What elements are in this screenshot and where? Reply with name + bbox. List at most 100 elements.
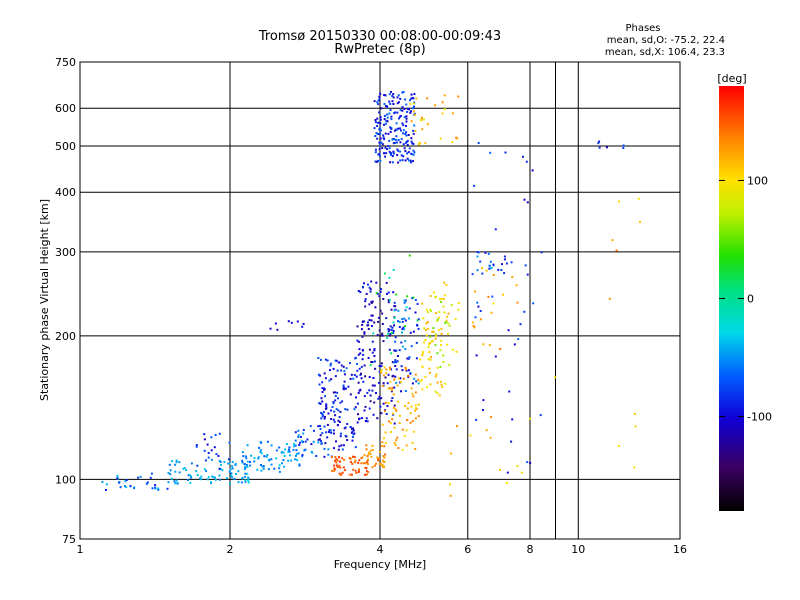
data-point <box>303 449 306 452</box>
data-point <box>363 332 366 335</box>
data-point <box>382 298 385 300</box>
data-point <box>288 448 290 451</box>
data-point <box>400 129 402 132</box>
data-point <box>435 373 438 376</box>
data-point <box>411 107 414 110</box>
data-point <box>283 454 286 457</box>
data-point <box>321 415 324 418</box>
data-point <box>259 451 262 453</box>
data-point <box>391 326 394 329</box>
data-point <box>207 476 210 478</box>
data-point <box>450 304 453 307</box>
data-point <box>370 319 373 322</box>
data-point <box>379 132 382 135</box>
data-point <box>336 424 339 427</box>
data-point <box>426 123 429 126</box>
data-point <box>416 303 419 305</box>
data-point <box>411 382 414 385</box>
data-point <box>392 321 395 324</box>
data-point <box>244 472 247 475</box>
data-point <box>323 417 326 420</box>
data-point <box>395 122 398 125</box>
data-point <box>210 436 213 439</box>
data-point <box>358 469 360 472</box>
grid-lines <box>80 62 680 539</box>
plot-frame <box>79 61 681 540</box>
data-point <box>338 456 340 459</box>
data-point <box>319 358 322 361</box>
data-point <box>410 140 413 143</box>
data-point <box>475 354 478 357</box>
data-point <box>395 135 398 138</box>
data-point <box>373 384 376 387</box>
x-axis-ticks: 1 2 4 6 8 10 16 <box>77 543 688 556</box>
data-point <box>430 340 433 343</box>
data-point <box>404 141 407 144</box>
data-point <box>363 454 366 457</box>
data-point <box>404 348 407 350</box>
data-point <box>394 365 397 367</box>
data-point <box>338 464 341 467</box>
data-point <box>328 431 331 433</box>
data-point <box>150 472 153 475</box>
data-point <box>235 473 238 475</box>
data-point <box>333 447 335 450</box>
data-point <box>393 426 396 429</box>
data-point <box>399 115 402 118</box>
data-point <box>386 113 389 116</box>
data-point <box>382 455 385 458</box>
data-point <box>154 484 157 486</box>
data-point <box>488 267 491 270</box>
data-point <box>633 412 636 415</box>
data-point <box>489 151 492 154</box>
data-point <box>368 407 371 410</box>
data-point <box>350 431 353 434</box>
data-point <box>412 153 415 156</box>
data-point <box>354 469 357 472</box>
data-point <box>298 464 301 467</box>
data-point <box>394 340 397 343</box>
data-point <box>187 474 190 477</box>
data-point <box>383 366 386 369</box>
data-point <box>436 352 439 355</box>
data-point <box>299 441 302 444</box>
data-point <box>321 400 324 403</box>
data-point <box>258 446 261 449</box>
data-point <box>405 134 408 137</box>
data-point <box>554 376 556 379</box>
data-point <box>396 148 399 151</box>
data-point <box>369 400 372 403</box>
data-point <box>246 460 249 463</box>
data-point <box>523 198 526 201</box>
data-point <box>443 281 446 284</box>
data-point <box>230 472 233 475</box>
data-point <box>444 382 447 385</box>
data-point <box>290 321 293 324</box>
data-point <box>406 407 409 410</box>
data-point <box>293 445 296 448</box>
data-point <box>167 481 170 484</box>
data-point <box>451 348 454 351</box>
data-point <box>471 321 474 324</box>
data-point <box>323 455 326 458</box>
data-point <box>346 408 349 411</box>
data-point <box>129 485 132 487</box>
data-point <box>203 433 206 436</box>
data-point <box>373 100 376 103</box>
data-point <box>214 434 217 436</box>
x-tick-label: 16 <box>673 543 687 556</box>
data-point <box>133 486 136 489</box>
data-point <box>387 301 390 304</box>
data-point <box>394 111 397 114</box>
data-point <box>421 128 424 131</box>
data-point <box>390 399 393 402</box>
data-point <box>397 149 400 152</box>
data-point <box>434 333 437 336</box>
data-point <box>391 418 394 421</box>
data-point <box>363 364 366 367</box>
data-point <box>389 366 391 369</box>
data-point <box>266 440 269 443</box>
data-point <box>637 197 640 200</box>
data-point <box>381 459 384 462</box>
data-point <box>401 428 404 431</box>
